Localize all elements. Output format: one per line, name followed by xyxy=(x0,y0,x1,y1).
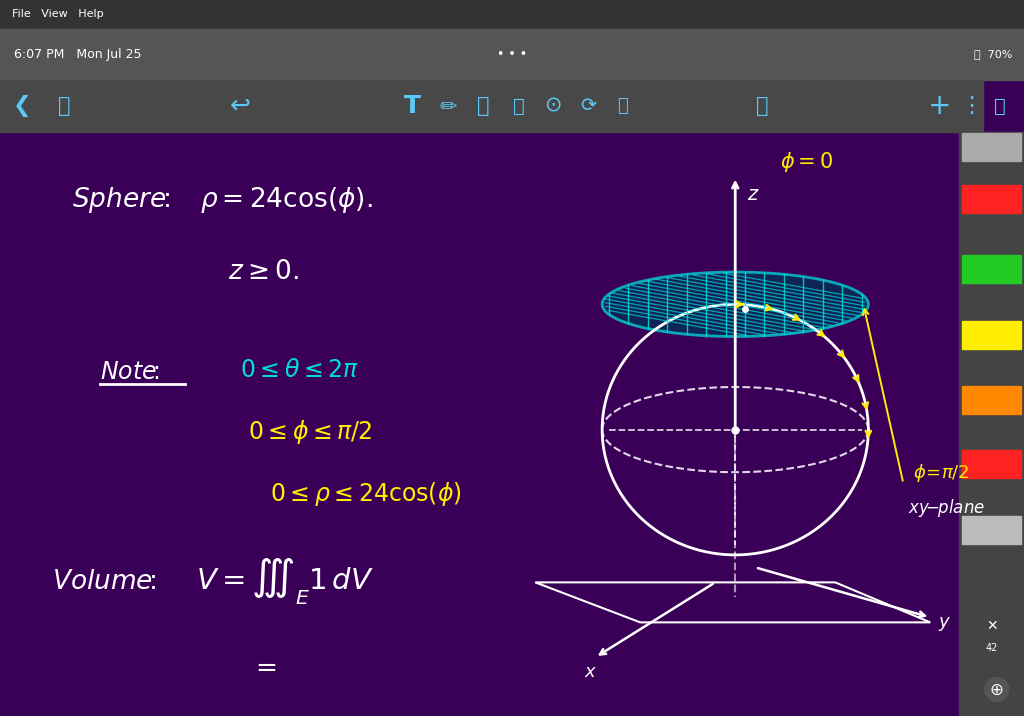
Bar xyxy=(963,254,1021,283)
Text: x: x xyxy=(585,663,596,682)
Text: $z \geq 0.$: $z \geq 0.$ xyxy=(228,258,299,285)
Bar xyxy=(0,132,959,716)
Text: $Sphere\!\!:$: $Sphere\!\!:$ xyxy=(72,185,170,215)
Text: +: + xyxy=(929,92,951,120)
Text: ✏: ✏ xyxy=(439,96,457,116)
Bar xyxy=(963,132,1021,161)
Bar xyxy=(0,80,983,132)
Text: 🗂: 🗂 xyxy=(57,96,71,116)
Text: $\rho = 24\cos(\phi).$: $\rho = 24\cos(\phi).$ xyxy=(200,185,373,215)
Text: $\phi = 0$: $\phi = 0$ xyxy=(780,150,834,174)
Text: 🛜  70%: 🛜 70% xyxy=(974,49,1013,59)
Text: 42: 42 xyxy=(985,643,998,653)
Bar xyxy=(963,185,1021,213)
Text: ❮: ❮ xyxy=(12,95,32,117)
Text: ⟳: ⟳ xyxy=(580,97,596,115)
Text: T: T xyxy=(403,94,421,118)
Bar xyxy=(0,29,1024,80)
Text: $=$: $=$ xyxy=(250,654,276,679)
Text: $\phi\!=\!\pi/2$: $\phi\!=\!\pi/2$ xyxy=(913,463,970,485)
Text: ⊙: ⊙ xyxy=(544,96,562,116)
Text: ⊕: ⊕ xyxy=(990,680,1004,699)
Text: 🖊: 🖊 xyxy=(477,96,489,116)
Text: 6:07 PM   Mon Jul 25: 6:07 PM Mon Jul 25 xyxy=(14,48,141,61)
Polygon shape xyxy=(602,272,868,337)
Text: 🎤: 🎤 xyxy=(756,96,768,116)
Text: $Volume\!\!:$: $Volume\!\!:$ xyxy=(52,569,157,595)
Text: z: z xyxy=(748,185,758,204)
Bar xyxy=(959,132,1024,716)
Bar xyxy=(963,385,1021,414)
Text: File   View   Help: File View Help xyxy=(12,9,103,19)
Text: $Note\!\!:$: $Note\!\!:$ xyxy=(100,359,160,384)
Bar xyxy=(963,450,1021,478)
Text: y: y xyxy=(938,614,949,632)
Text: 🗒: 🗒 xyxy=(994,97,1006,115)
Text: ⋮: ⋮ xyxy=(959,96,982,116)
Text: ⬜: ⬜ xyxy=(513,97,525,115)
Text: ✕: ✕ xyxy=(986,619,997,634)
Bar xyxy=(963,321,1021,349)
Text: $0 \leq \theta \leq 2\pi$: $0 \leq \theta \leq 2\pi$ xyxy=(240,358,359,382)
Text: $xy\!\!-\!\!plane$: $xy\!\!-\!\!plane$ xyxy=(908,498,985,519)
Circle shape xyxy=(985,677,1009,702)
Bar xyxy=(0,0,1024,29)
Text: • • •: • • • xyxy=(497,48,527,61)
Bar xyxy=(963,516,1021,544)
Text: 🔗: 🔗 xyxy=(616,97,628,115)
Text: ↩: ↩ xyxy=(229,94,251,118)
Text: $V = \iiint_E 1\,dV$: $V = \iiint_E 1\,dV$ xyxy=(196,556,374,607)
Text: $0 \leq \rho \leq 24\cos(\phi)$: $0 \leq \rho \leq 24\cos(\phi)$ xyxy=(270,480,462,508)
Text: $0 \leq \phi \leq \pi/2$: $0 \leq \phi \leq \pi/2$ xyxy=(248,417,373,446)
